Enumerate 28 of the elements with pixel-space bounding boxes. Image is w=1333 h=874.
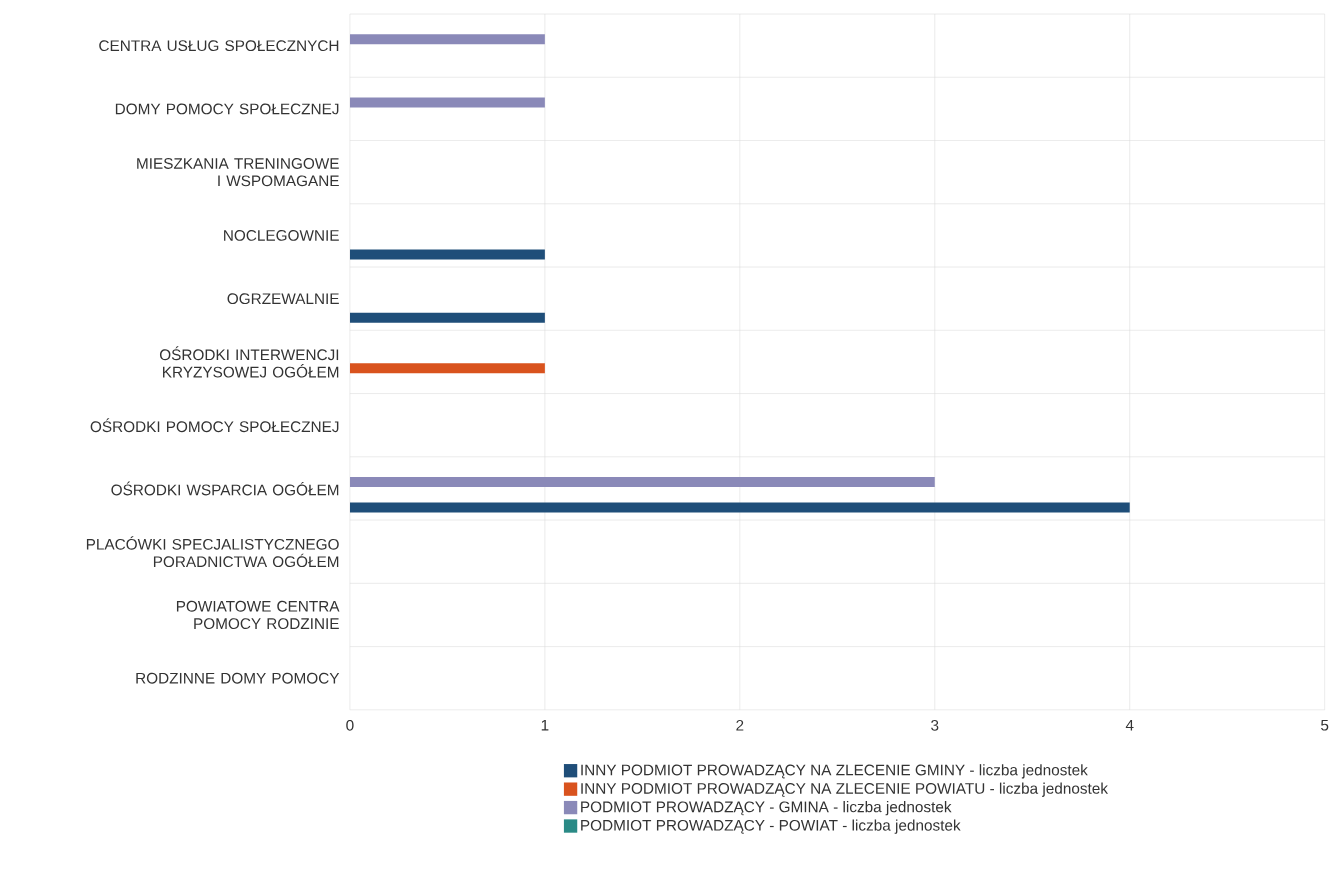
y-tick-label: OŚRODKI WSPARCIA OGÓŁEM bbox=[111, 481, 339, 496]
y-tick-label: MIESZKANIA TRENINGOWE I WSPOMAGANE bbox=[137, 158, 339, 187]
bar bbox=[349, 249, 545, 260]
y-tick-label: CENTRA USŁUG SPOŁECZNYCH bbox=[99, 40, 339, 52]
y-tick-label: PLACÓWKI SPECJALISTYCZNEGO PORADNICTWA OGÓŁEM bbox=[86, 536, 339, 568]
legend-label: PODMIOT PROWADZĄCY - GMINA - liczba jednostek bbox=[581, 801, 952, 816]
legend-label: INNY PODMIOT PROWADZĄCY NA ZLECENIE GMINY - liczba jednostek bbox=[581, 764, 1088, 779]
x-tick-label: 4 bbox=[1125, 720, 1134, 731]
legend-label: INNY PODMIOT PROWADZĄCY NA ZLECENIE POWIATU - liczba jednostek bbox=[581, 782, 1109, 797]
y-tick-label: OGRZEWALNIE bbox=[227, 293, 339, 305]
y-tick-label: NOCLEGOWNIE bbox=[224, 230, 339, 241]
bar bbox=[349, 477, 935, 488]
y-tick-label: OŚRODKI POMOCY SPOŁECZNEJ bbox=[90, 418, 339, 433]
legend-label: PODMIOT PROWADZĄCY - POWIAT - liczba jednostek bbox=[581, 819, 961, 834]
x-tick-label: 0 bbox=[346, 719, 354, 731]
y-tick-label: POWIATOWE CENTRA POMOCY RODZINIE bbox=[176, 600, 340, 630]
y-tick-label: OŚRODKI INTERWENCJI KRYZYSOWEJ OGÓŁEM bbox=[159, 346, 339, 378]
bar bbox=[349, 502, 1130, 513]
y-tick-label: RODZINNE DOMY POMOCY bbox=[136, 672, 340, 684]
x-tick-label: 3 bbox=[931, 719, 939, 731]
x-tick-label: 1 bbox=[541, 720, 549, 731]
x-tick-label: 5 bbox=[1321, 720, 1329, 731]
bar bbox=[349, 97, 545, 108]
y-tick-label: DOMY POMOCY SPOŁECZNEJ bbox=[115, 103, 339, 115]
bar bbox=[349, 312, 545, 323]
x-tick-label: 2 bbox=[736, 719, 744, 731]
bar bbox=[349, 363, 545, 374]
bar bbox=[349, 34, 545, 45]
